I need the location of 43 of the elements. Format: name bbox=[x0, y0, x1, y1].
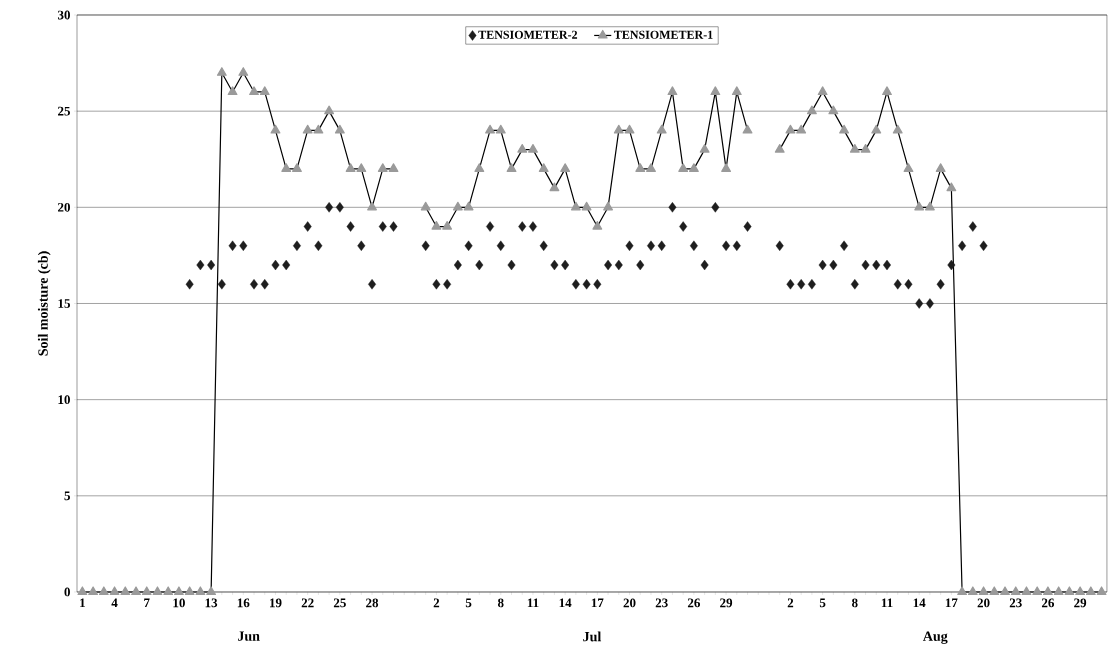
x-tick-label: 25 bbox=[333, 598, 346, 608]
x-tick-label: 23 bbox=[1009, 598, 1022, 608]
x-tick-label: 11 bbox=[881, 598, 893, 608]
y-axis-title: Soil moisture (cb) bbox=[37, 251, 51, 356]
y-tick-label: 15 bbox=[58, 299, 70, 308]
x-tick-label: 28 bbox=[366, 598, 379, 608]
x-tick-label: 26 bbox=[1041, 598, 1055, 608]
x-tick-label: 10 bbox=[173, 598, 185, 608]
x-tick-label: 14 bbox=[913, 598, 926, 608]
x-tick-label: 2 bbox=[787, 598, 794, 608]
x-tick-label: 8 bbox=[497, 598, 504, 608]
x-tick-label: 13 bbox=[205, 598, 218, 608]
x-tick-label: 8 bbox=[852, 598, 858, 608]
text: Jul bbox=[583, 631, 602, 642]
x-tick-label: 23 bbox=[655, 598, 668, 608]
x-tick-label: 5 bbox=[465, 598, 472, 608]
x-tick-label: 1 bbox=[80, 598, 85, 608]
y-tick-label: 30 bbox=[57, 10, 70, 20]
y-tick-label: 5 bbox=[64, 491, 70, 501]
y-tick-label: 20 bbox=[58, 202, 70, 212]
text: Jun bbox=[238, 631, 260, 641]
x-tick-label: 7 bbox=[144, 598, 150, 608]
x-tick-label: 17 bbox=[591, 598, 604, 608]
x-tick-label: 19 bbox=[270, 598, 282, 608]
x-tick-label: 17 bbox=[945, 598, 958, 608]
x-tick-label: 4 bbox=[111, 598, 118, 608]
x-tick-label: 20 bbox=[623, 598, 636, 608]
y-tick-label: 10 bbox=[58, 395, 70, 405]
x-tick-label: 11 bbox=[527, 598, 539, 608]
x-tick-label: 14 bbox=[559, 598, 572, 608]
x-tick-label: 29 bbox=[1074, 598, 1087, 608]
x-tick-label: 16 bbox=[237, 598, 250, 608]
legend-label: TENSIOMETER-2 bbox=[478, 30, 578, 39]
x-tick-label: 29 bbox=[720, 598, 733, 608]
x-tick-label: 2 bbox=[433, 598, 440, 608]
text: Aug bbox=[922, 631, 948, 644]
y-tick-label: 25 bbox=[58, 106, 70, 116]
y-tick-label: 0 bbox=[64, 587, 70, 597]
x-tick-label: 26 bbox=[687, 598, 701, 608]
x-tick-label: 5 bbox=[819, 598, 826, 608]
x-tick-label: 20 bbox=[977, 598, 990, 608]
legend-label: TENSIOMETER-1 bbox=[614, 30, 713, 39]
x-tick-label: 22 bbox=[301, 598, 314, 608]
